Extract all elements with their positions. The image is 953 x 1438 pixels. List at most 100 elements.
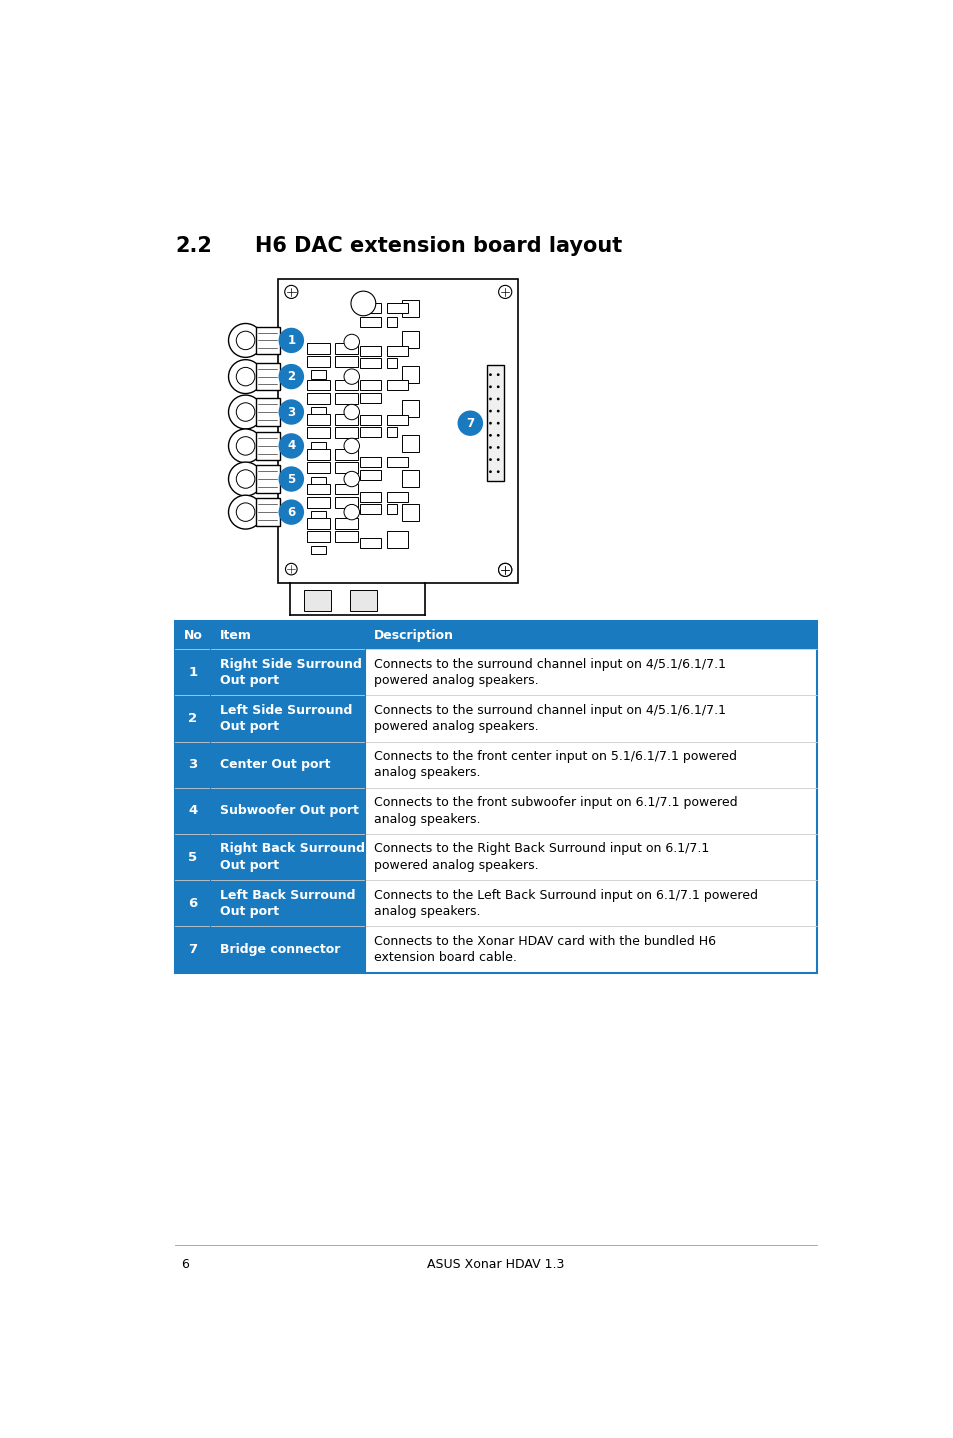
Circle shape bbox=[344, 505, 359, 519]
Circle shape bbox=[229, 395, 262, 429]
Circle shape bbox=[236, 403, 254, 421]
Circle shape bbox=[229, 429, 262, 463]
FancyBboxPatch shape bbox=[386, 303, 408, 313]
FancyBboxPatch shape bbox=[210, 834, 365, 880]
FancyBboxPatch shape bbox=[335, 427, 357, 439]
FancyBboxPatch shape bbox=[359, 470, 381, 480]
Text: Connects to the front subwoofer input on 6.1/7.1 powered
analog speakers.: Connects to the front subwoofer input on… bbox=[374, 797, 737, 825]
FancyBboxPatch shape bbox=[174, 696, 816, 742]
Text: Connects to the front center input on 5.1/6.1/7.1 powered
analog speakers.: Connects to the front center input on 5.… bbox=[374, 751, 737, 779]
FancyBboxPatch shape bbox=[335, 414, 357, 426]
FancyBboxPatch shape bbox=[386, 492, 408, 502]
FancyBboxPatch shape bbox=[307, 496, 330, 508]
Circle shape bbox=[344, 334, 359, 349]
FancyBboxPatch shape bbox=[307, 483, 330, 495]
FancyBboxPatch shape bbox=[256, 362, 279, 391]
Circle shape bbox=[457, 410, 482, 436]
FancyBboxPatch shape bbox=[386, 505, 396, 515]
FancyBboxPatch shape bbox=[402, 505, 418, 522]
FancyBboxPatch shape bbox=[210, 926, 365, 972]
Text: 3: 3 bbox=[287, 406, 295, 418]
FancyBboxPatch shape bbox=[402, 331, 418, 348]
FancyBboxPatch shape bbox=[256, 431, 279, 460]
Circle shape bbox=[278, 400, 304, 424]
Circle shape bbox=[489, 397, 492, 400]
Circle shape bbox=[236, 331, 254, 349]
FancyBboxPatch shape bbox=[307, 393, 330, 404]
Circle shape bbox=[498, 285, 511, 299]
FancyBboxPatch shape bbox=[256, 464, 279, 493]
FancyBboxPatch shape bbox=[311, 546, 326, 555]
Text: 6: 6 bbox=[181, 1258, 189, 1271]
Text: Bridge connector: Bridge connector bbox=[219, 943, 339, 956]
FancyBboxPatch shape bbox=[174, 649, 816, 696]
Circle shape bbox=[278, 466, 304, 492]
FancyBboxPatch shape bbox=[307, 462, 330, 473]
FancyBboxPatch shape bbox=[210, 742, 365, 788]
Circle shape bbox=[278, 499, 304, 525]
FancyBboxPatch shape bbox=[303, 590, 331, 611]
FancyBboxPatch shape bbox=[311, 441, 326, 450]
FancyBboxPatch shape bbox=[335, 496, 357, 508]
FancyBboxPatch shape bbox=[278, 279, 517, 582]
Circle shape bbox=[351, 290, 375, 316]
Circle shape bbox=[236, 437, 254, 456]
Text: Connects to the Xonar HDAV card with the bundled H6
extension board cable.: Connects to the Xonar HDAV card with the… bbox=[374, 935, 716, 965]
Circle shape bbox=[489, 385, 492, 388]
Text: Subwoofer Out port: Subwoofer Out port bbox=[219, 804, 358, 817]
FancyBboxPatch shape bbox=[359, 538, 381, 548]
Circle shape bbox=[489, 421, 492, 424]
Text: Connects to the surround channel input on 4/5.1/6.1/7.1
powered analog speakers.: Connects to the surround channel input o… bbox=[374, 657, 725, 687]
FancyBboxPatch shape bbox=[359, 381, 381, 391]
Circle shape bbox=[344, 439, 359, 453]
FancyBboxPatch shape bbox=[174, 880, 210, 926]
Text: 2: 2 bbox=[287, 370, 295, 383]
FancyBboxPatch shape bbox=[386, 427, 396, 437]
Circle shape bbox=[497, 374, 499, 377]
Circle shape bbox=[489, 374, 492, 377]
FancyBboxPatch shape bbox=[311, 407, 326, 416]
FancyBboxPatch shape bbox=[311, 512, 326, 519]
Circle shape bbox=[497, 385, 499, 388]
FancyBboxPatch shape bbox=[174, 834, 210, 880]
Circle shape bbox=[278, 433, 304, 459]
Text: 1: 1 bbox=[188, 666, 197, 679]
FancyBboxPatch shape bbox=[335, 532, 357, 542]
Text: 7: 7 bbox=[466, 417, 474, 430]
Text: 4: 4 bbox=[287, 440, 295, 453]
FancyBboxPatch shape bbox=[359, 457, 381, 467]
Circle shape bbox=[497, 421, 499, 424]
FancyBboxPatch shape bbox=[386, 358, 396, 368]
FancyBboxPatch shape bbox=[487, 365, 504, 480]
FancyBboxPatch shape bbox=[335, 342, 357, 354]
FancyBboxPatch shape bbox=[359, 358, 381, 368]
Circle shape bbox=[489, 459, 492, 462]
FancyBboxPatch shape bbox=[256, 398, 279, 426]
Text: 6: 6 bbox=[287, 506, 295, 519]
FancyBboxPatch shape bbox=[335, 483, 357, 495]
FancyBboxPatch shape bbox=[256, 326, 279, 354]
Circle shape bbox=[498, 564, 511, 577]
FancyBboxPatch shape bbox=[210, 649, 365, 696]
Circle shape bbox=[236, 367, 254, 385]
Text: No: No bbox=[184, 628, 203, 641]
FancyBboxPatch shape bbox=[307, 518, 330, 529]
FancyBboxPatch shape bbox=[174, 834, 816, 880]
Circle shape bbox=[344, 370, 359, 384]
Text: Left Side Surround
Out port: Left Side Surround Out port bbox=[219, 703, 352, 733]
Circle shape bbox=[285, 564, 296, 575]
FancyBboxPatch shape bbox=[311, 371, 326, 380]
Text: 5: 5 bbox=[188, 851, 197, 864]
Circle shape bbox=[229, 324, 262, 358]
Circle shape bbox=[489, 410, 492, 413]
Circle shape bbox=[284, 285, 297, 299]
FancyBboxPatch shape bbox=[174, 926, 816, 972]
Circle shape bbox=[236, 503, 254, 522]
Text: 2.2: 2.2 bbox=[174, 236, 212, 256]
FancyBboxPatch shape bbox=[210, 880, 365, 926]
Text: 2: 2 bbox=[188, 712, 197, 725]
FancyBboxPatch shape bbox=[335, 518, 357, 529]
FancyBboxPatch shape bbox=[174, 742, 210, 788]
Text: Connects to the Right Back Surround input on 6.1/7.1
powered analog speakers.: Connects to the Right Back Surround inpu… bbox=[374, 843, 709, 871]
Circle shape bbox=[497, 470, 499, 473]
